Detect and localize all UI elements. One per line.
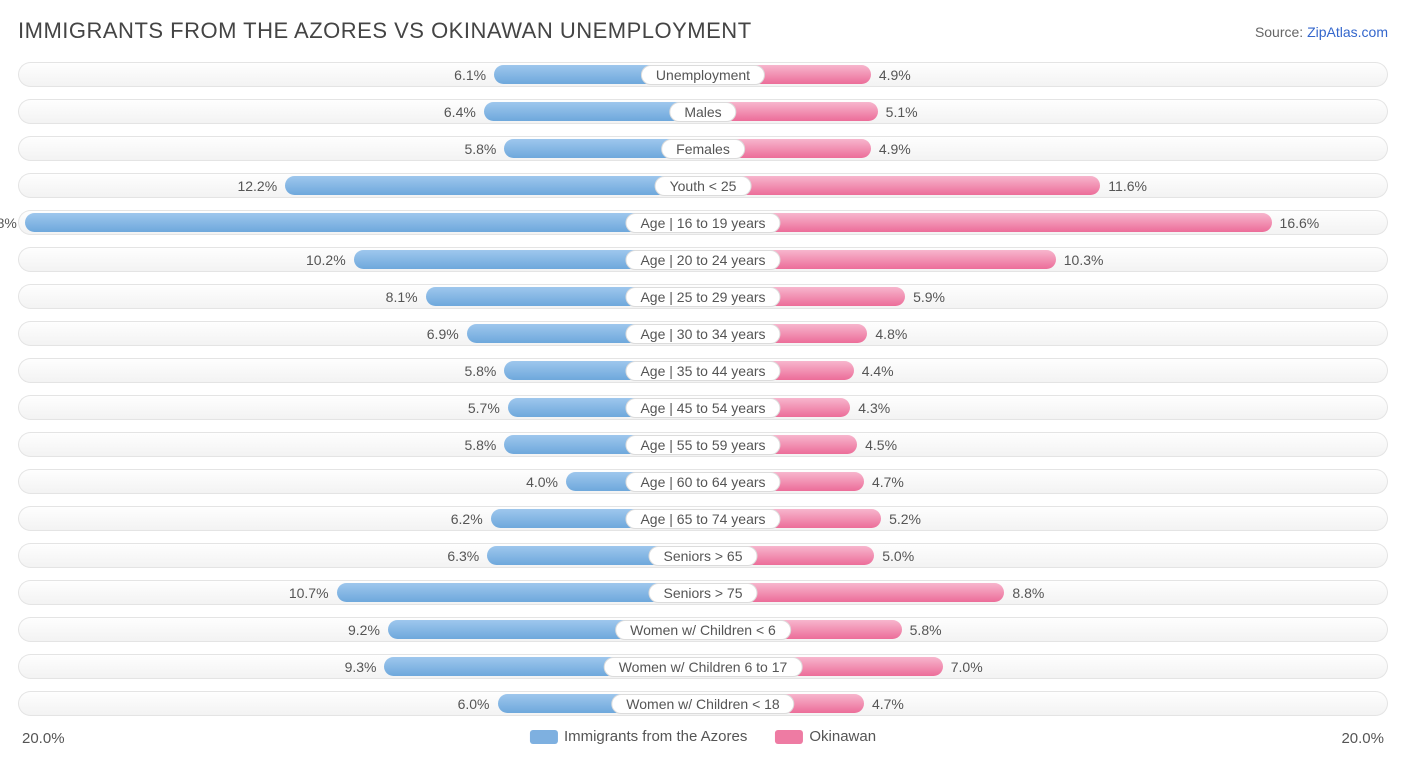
chart-row: 9.3% 7.0% Women w/ Children 6 to 17: [18, 650, 1388, 683]
value-right: 4.4%: [862, 363, 894, 379]
value-right: 4.8%: [875, 326, 907, 342]
value-left: 6.9%: [427, 326, 459, 342]
category-label: Age | 60 to 64 years: [625, 472, 780, 492]
bar-left: [285, 176, 703, 195]
value-left: 5.8%: [464, 437, 496, 453]
value-right: 11.6%: [1108, 178, 1147, 194]
category-label: Women w/ Children < 18: [611, 694, 794, 714]
value-right: 8.8%: [1012, 585, 1044, 601]
value-right: 7.0%: [951, 659, 983, 675]
category-label: Age | 20 to 24 years: [625, 250, 780, 270]
chart-row: 4.0% 4.7% Age | 60 to 64 years: [18, 465, 1388, 498]
category-label: Age | 55 to 59 years: [625, 435, 780, 455]
value-left: 6.4%: [444, 104, 476, 120]
chart-row: 9.2% 5.8% Women w/ Children < 6: [18, 613, 1388, 646]
category-label: Women w/ Children < 6: [615, 620, 791, 640]
value-left: 10.2%: [306, 252, 346, 268]
category-label: Age | 45 to 54 years: [625, 398, 780, 418]
value-right: 5.8%: [910, 622, 942, 638]
category-label: Age | 65 to 74 years: [625, 509, 780, 529]
bar-right: [703, 176, 1100, 195]
value-left: 5.7%: [468, 400, 500, 416]
axis-max-left: 20.0%: [22, 730, 65, 747]
legend-swatch-left: [530, 730, 558, 744]
value-left: 6.2%: [451, 511, 483, 527]
value-left: 10.7%: [289, 585, 329, 601]
chart-row: 6.9% 4.8% Age | 30 to 34 years: [18, 317, 1388, 350]
chart-row: 10.2% 10.3% Age | 20 to 24 years: [18, 243, 1388, 276]
category-label: Youth < 25: [655, 176, 752, 196]
value-right: 5.1%: [886, 104, 918, 120]
category-label: Age | 25 to 29 years: [625, 287, 780, 307]
value-left: 8.1%: [386, 289, 418, 305]
value-left: 12.2%: [237, 178, 277, 194]
value-right: 16.6%: [1280, 215, 1320, 231]
value-right: 4.5%: [865, 437, 897, 453]
value-left: 6.0%: [458, 696, 490, 712]
value-left: 5.8%: [464, 141, 496, 157]
chart-row: 6.1% 4.9% Unemployment: [18, 58, 1388, 91]
category-label: Age | 30 to 34 years: [625, 324, 780, 344]
chart-footer: 20.0% 20.0% Immigrants from the Azores O…: [18, 726, 1388, 754]
category-label: Seniors > 75: [649, 583, 758, 603]
legend-item-left: Immigrants from the Azores: [530, 728, 747, 745]
value-right: 5.0%: [882, 548, 914, 564]
value-right: 5.2%: [889, 511, 921, 527]
chart-row: 5.8% 4.5% Age | 55 to 59 years: [18, 428, 1388, 461]
value-left: 4.0%: [526, 474, 558, 490]
value-right: 4.9%: [879, 67, 911, 83]
category-label: Women w/ Children 6 to 17: [604, 657, 803, 677]
legend-label-right: Okinawan: [809, 728, 876, 745]
chart-row: 8.1% 5.9% Age | 25 to 29 years: [18, 280, 1388, 313]
value-left: 9.3%: [345, 659, 377, 675]
chart-row: 6.0% 4.7% Women w/ Children < 18: [18, 687, 1388, 720]
bar-right: [703, 213, 1272, 232]
chart-row: 19.8%16.6%Age | 16 to 19 years: [18, 206, 1388, 239]
chart-row: 5.8% 4.4% Age | 35 to 44 years: [18, 354, 1388, 387]
category-label: Seniors > 65: [649, 546, 758, 566]
category-label: Age | 16 to 19 years: [625, 213, 780, 233]
category-label: Males: [669, 102, 736, 122]
value-right: 5.9%: [913, 289, 945, 305]
value-right: 4.3%: [858, 400, 890, 416]
value-right: 4.9%: [879, 141, 911, 157]
chart-row: 5.8% 4.9% Females: [18, 132, 1388, 165]
chart-row: 12.2% 11.6% Youth < 25: [18, 169, 1388, 202]
chart-row: 10.7% 8.8% Seniors > 75: [18, 576, 1388, 609]
value-right: 4.7%: [872, 474, 904, 490]
legend-label-left: Immigrants from the Azores: [564, 728, 747, 745]
legend-item-right: Okinawan: [775, 728, 876, 745]
value-right: 4.7%: [872, 696, 904, 712]
diverging-bar-chart: 6.1% 4.9% Unemployment 6.4% 5.1% Males 5.8% 4.9…: [18, 58, 1388, 720]
category-label: Females: [661, 139, 745, 159]
value-left: 6.1%: [454, 67, 486, 83]
source-prefix: Source:: [1255, 24, 1307, 40]
axis-max-right: 20.0%: [1341, 730, 1384, 747]
value-left: 6.3%: [447, 548, 479, 564]
source-link[interactable]: ZipAtlas.com: [1307, 24, 1388, 40]
value-left: 9.2%: [348, 622, 380, 638]
value-right: 10.3%: [1064, 252, 1104, 268]
chart-row: 6.4% 5.1% Males: [18, 95, 1388, 128]
chart-row: 6.3% 5.0% Seniors > 65: [18, 539, 1388, 572]
value-left: 5.8%: [464, 363, 496, 379]
category-label: Age | 35 to 44 years: [625, 361, 780, 381]
legend: Immigrants from the Azores Okinawan: [530, 728, 876, 745]
bar-left: [25, 213, 703, 232]
chart-row: 6.2% 5.2% Age | 65 to 74 years: [18, 502, 1388, 535]
category-label: Unemployment: [641, 65, 765, 85]
chart-row: 5.7% 4.3% Age | 45 to 54 years: [18, 391, 1388, 424]
value-left: 19.8%: [0, 215, 17, 231]
legend-swatch-right: [775, 730, 803, 744]
